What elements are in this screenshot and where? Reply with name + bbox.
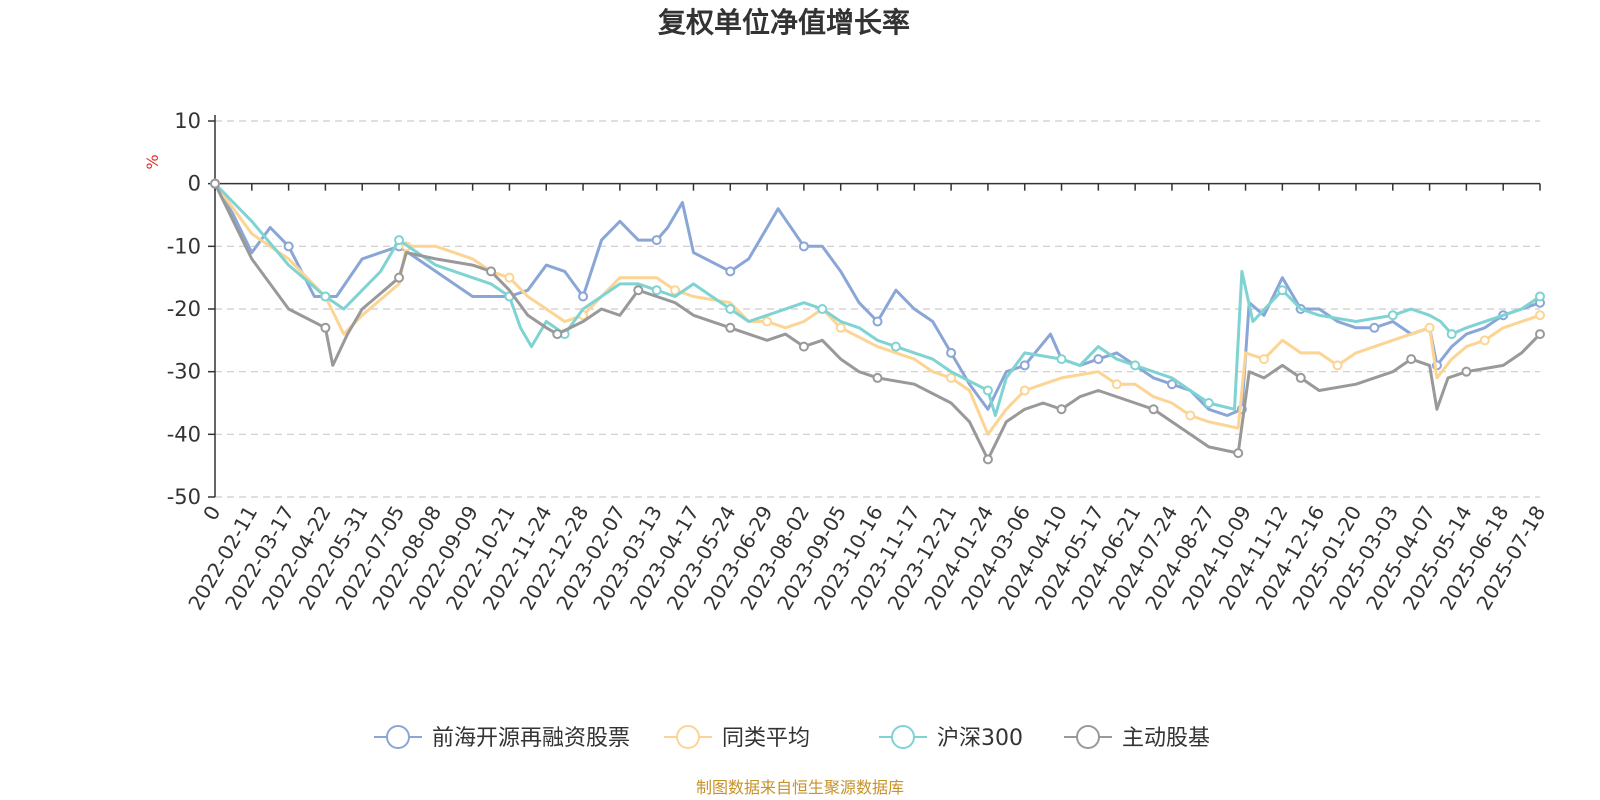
legend-label: 前海开源再融资股票 [432,726,630,751]
legend-item-2[interactable]: 沪深300 [879,725,1023,751]
x-axis: 02022-02-112022-03-172022-04-222022-05-3… [183,182,1550,614]
data-point [1535,310,1545,321]
data-point [872,316,883,327]
data-point [1369,322,1380,333]
data-source-note: 制图数据来自恒生聚源数据库 [696,778,904,797]
data-point [725,322,736,333]
data-point [320,322,331,333]
y-tick-label: 0 [188,172,201,196]
data-point [1535,291,1545,302]
data-point [725,266,736,277]
grid-lines [215,120,1540,498]
y-tick-label: -10 [167,234,201,258]
data-point [1387,310,1398,321]
data-point [1233,448,1244,459]
data-point [210,178,220,189]
data-point [872,372,883,383]
data-point [320,291,331,302]
data-point [1535,329,1545,340]
data-point [1277,285,1288,296]
data-point [817,304,828,314]
series-line-1 [213,182,1541,436]
legend-marker [386,725,410,749]
data-point [651,285,662,296]
legend-marker [1076,725,1100,749]
legend-label: 沪深300 [937,726,1023,751]
data-point [1056,354,1067,365]
legend-marker [676,725,700,749]
data-point [283,241,294,252]
legend-label: 同类平均 [722,726,810,751]
data-point [1185,410,1196,421]
data-point [1203,398,1214,408]
series-line-0 [213,182,1541,417]
data-point [982,454,993,465]
data-point [1424,322,1435,333]
data-point [651,235,662,246]
data-point [1479,335,1490,346]
data-point [394,235,405,246]
data-point [633,285,644,296]
data-point [1019,360,1030,371]
data-point [1130,360,1141,371]
data-point [670,285,681,296]
data-point [762,316,773,327]
legend-item-1[interactable]: 同类平均 [664,725,810,751]
data-point [1056,404,1067,415]
data-point [1148,404,1159,415]
data-point [798,241,809,252]
data-point [835,322,846,333]
data-point [504,272,515,283]
series-group [210,178,1545,465]
legend-item-0[interactable]: 前海开源再融资股票 [374,725,630,751]
data-point [1406,354,1417,365]
data-point [1332,360,1343,371]
data-point [890,341,901,352]
y-tick-label: -20 [167,297,201,321]
legend-label: 主动股基 [1122,726,1210,751]
data-point [1019,385,1030,396]
y-tick-label: -50 [167,485,201,509]
legend[interactable]: 前海开源再融资股票 同类平均 沪深300 主动股基 [374,725,1210,751]
legend-marker [891,725,915,749]
data-point [394,272,405,283]
series-line-3 [213,183,1542,461]
chart-title: 复权单位净值增长率 [658,6,910,39]
data-point [1461,366,1472,377]
y-tick-label: 10 [174,109,201,133]
data-point [1258,354,1269,365]
data-point [725,304,736,314]
y-tick-label: -30 [167,360,201,384]
y-tick-label: -40 [167,422,201,446]
data-point [946,372,957,383]
data-point [486,266,497,277]
data-point [578,291,589,302]
data-point [552,329,563,340]
data-point [1111,379,1122,390]
x-tick-label: 0 [198,502,225,525]
data-point [1093,354,1104,365]
y-axis: 10 0 -10 -20 -30 -40 -50 [167,109,216,509]
data-point [1446,329,1457,340]
y-axis-unit: % [143,154,162,169]
data-point [946,347,957,358]
legend-item-3[interactable]: 主动股基 [1064,725,1210,751]
data-point [1295,372,1306,383]
data-point [798,341,809,352]
data-point [1166,379,1177,390]
data-point [982,385,993,396]
